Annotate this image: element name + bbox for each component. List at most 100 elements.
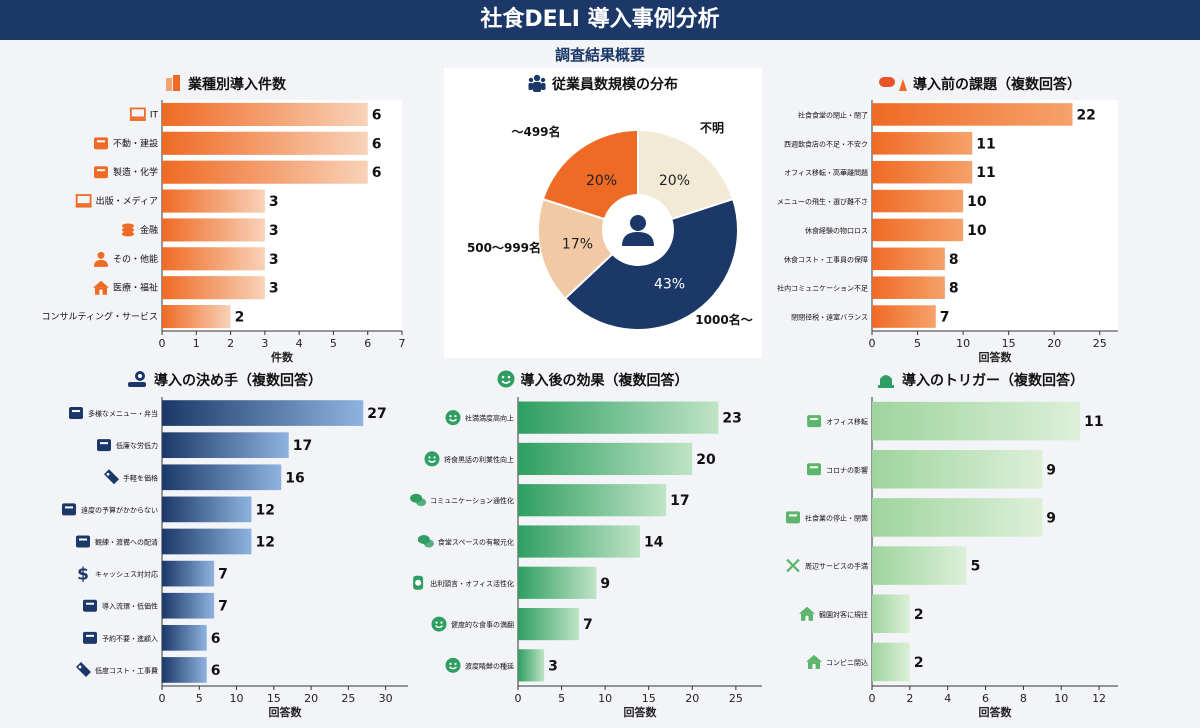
bar xyxy=(518,442,693,476)
bar-value-label: 10 xyxy=(967,223,987,239)
triggers-chart-panel: 導入のトリガー（複数回答） 0 2 4 6 8 10 12 回答数 11 オフィス移転 9 コロナの影… xyxy=(770,366,1190,728)
svg-text:$: $ xyxy=(77,565,89,585)
triggers-bar-chart: 0 2 4 6 8 10 12 回答数 11 オフィス移転 9 コロナの影響 9 社食業の停止・閉箇 5 周辺… xyxy=(786,397,1118,719)
category-label: 金融 xyxy=(140,224,158,236)
x-tick-label: 5 xyxy=(558,692,565,705)
pie-percent-label: 20% xyxy=(659,173,690,189)
bar-value-label: 7 xyxy=(940,310,950,326)
category-label: 低廉な労低力 xyxy=(116,441,158,450)
x-axis-label: 回答数 xyxy=(979,705,1013,719)
bar xyxy=(162,247,265,271)
store-icon xyxy=(799,606,815,621)
bar xyxy=(162,592,215,619)
x-tick-label: 20 xyxy=(685,692,699,705)
x-tick-label: 2 xyxy=(227,337,234,350)
smile-icon xyxy=(431,616,447,632)
crane-icon xyxy=(93,137,108,150)
bar xyxy=(518,566,597,599)
x-tick-label: 6 xyxy=(982,692,989,705)
x-tick-label: 7 xyxy=(399,337,406,350)
company-size-panel: 従業員数規模の分布 20% 不明 43% 1000名〜 17% 500〜999名 20% 〜4… xyxy=(444,68,762,358)
triggers-title-text: 導入のトリガー（複数回答） xyxy=(902,373,1084,389)
effects-title-text: 導入後の効果（複数回答） xyxy=(520,373,689,389)
ruler-icon xyxy=(83,631,97,644)
bar xyxy=(518,484,667,517)
bar xyxy=(162,305,231,329)
decision-chart-panel: 導入の決め手（複数回答） 0 5 10 15 20 25 30 回答数 27 多様なメニュー・弁当… xyxy=(30,366,420,728)
bar xyxy=(162,276,265,300)
category-label: オフィス移転・高華離問題 xyxy=(784,168,868,177)
x-axis-label: 件数 xyxy=(271,350,294,364)
pie-percent-label: 17% xyxy=(562,237,593,253)
bar xyxy=(162,657,207,683)
dollar-icon: $ xyxy=(77,565,89,585)
bar xyxy=(518,649,545,682)
category-label: 出版・メディア xyxy=(96,195,158,207)
category-label: コミュニケーション通性化 xyxy=(430,496,514,505)
category-label: 遠度の予算がかからない xyxy=(81,505,158,514)
handshake-icon xyxy=(97,439,111,452)
category-label: コロナの影響 xyxy=(826,465,868,474)
decision-bar-chart: 0 5 10 15 20 25 30 回答数 27 多様なメニュー・弁当 17 低廉な労低力 16 手軽を… xyxy=(62,397,408,719)
bar xyxy=(518,525,640,558)
x-tick-label: 2 xyxy=(906,692,913,705)
x-tick-label: 5 xyxy=(330,337,337,350)
triggers-chart-title: 導入のトリガー（複数回答） xyxy=(770,370,1190,392)
industry-chart-title: 業種別導入件数 xyxy=(30,74,420,95)
category-label: 休食経験の物口ロス xyxy=(805,226,868,235)
bar xyxy=(872,305,936,328)
tag-icon xyxy=(76,661,91,677)
category-label: 医療・福祉 xyxy=(113,282,158,294)
smile-icon xyxy=(445,410,461,426)
x-tick-label: 30 xyxy=(379,692,393,705)
clock-icon xyxy=(413,575,424,590)
coins-icon xyxy=(121,223,134,237)
issues-bar-chart: 0 5 10 15 20 25 回答数 22 社食食堂の閉止・閉了 11 西週飲食店の不足・不安ク 1… xyxy=(777,100,1118,364)
user-icon xyxy=(622,215,654,246)
effects-chart-title: 導入後の効果（複数回答） xyxy=(400,370,785,392)
bar xyxy=(872,189,964,213)
bar xyxy=(162,189,265,213)
x-tick-label: 15 xyxy=(642,692,656,705)
bar-value-label: 7 xyxy=(218,599,228,615)
bar-value-label: 3 xyxy=(269,223,279,239)
pie-percent-label: 43% xyxy=(654,276,685,292)
bar xyxy=(872,642,910,682)
category-label: 渡度睛鮮の種延 xyxy=(465,661,514,670)
x-tick-label: 25 xyxy=(729,692,743,705)
bar-value-label: 9 xyxy=(1046,462,1056,478)
category-label: 製造・化学 xyxy=(113,166,158,178)
bar xyxy=(162,218,265,242)
bar-value-label: 6 xyxy=(211,631,221,647)
category-label: キャッシュス対対応 xyxy=(95,570,158,579)
category-label: 手軽を価格 xyxy=(123,473,158,482)
x-tick-label: 1 xyxy=(193,337,200,350)
smile-icon xyxy=(445,657,461,673)
x-tick-label: 15 xyxy=(1002,337,1016,350)
x-tick-label: 5 xyxy=(914,337,921,350)
bar-value-label: 6 xyxy=(372,165,382,181)
bar-value-label: 3 xyxy=(269,194,279,210)
x-tick-label: 10 xyxy=(1054,692,1068,705)
bar-value-label: 12 xyxy=(255,502,274,518)
bar xyxy=(162,464,282,491)
bar-value-label: 3 xyxy=(269,252,279,268)
briefcase-icon xyxy=(76,535,90,548)
pie-category-label: 〜499名 xyxy=(511,124,560,139)
x-tick-label: 0 xyxy=(515,692,522,705)
bar-value-label: 17 xyxy=(670,493,689,509)
category-label: 出利頭言・オフィス活性化 xyxy=(430,579,514,588)
bar xyxy=(518,401,719,434)
pie-percent-label: 20% xyxy=(586,173,617,189)
bar-value-label: 7 xyxy=(218,567,228,583)
category-label: 観園対客に規往 xyxy=(819,610,868,619)
category-label: コンビニ閉込 xyxy=(826,658,868,667)
bar xyxy=(518,607,579,641)
x-axis-label: 回答数 xyxy=(979,350,1013,364)
page-title: 社食DELI 導入事例分析 xyxy=(0,0,1200,40)
x-tick-label: 0 xyxy=(869,337,876,350)
category-label: 閉閉径税・遠室バランス xyxy=(791,313,868,322)
laptop-icon xyxy=(129,107,146,121)
x-tick-label: 10 xyxy=(598,692,612,705)
bar-value-label: 16 xyxy=(285,470,304,486)
